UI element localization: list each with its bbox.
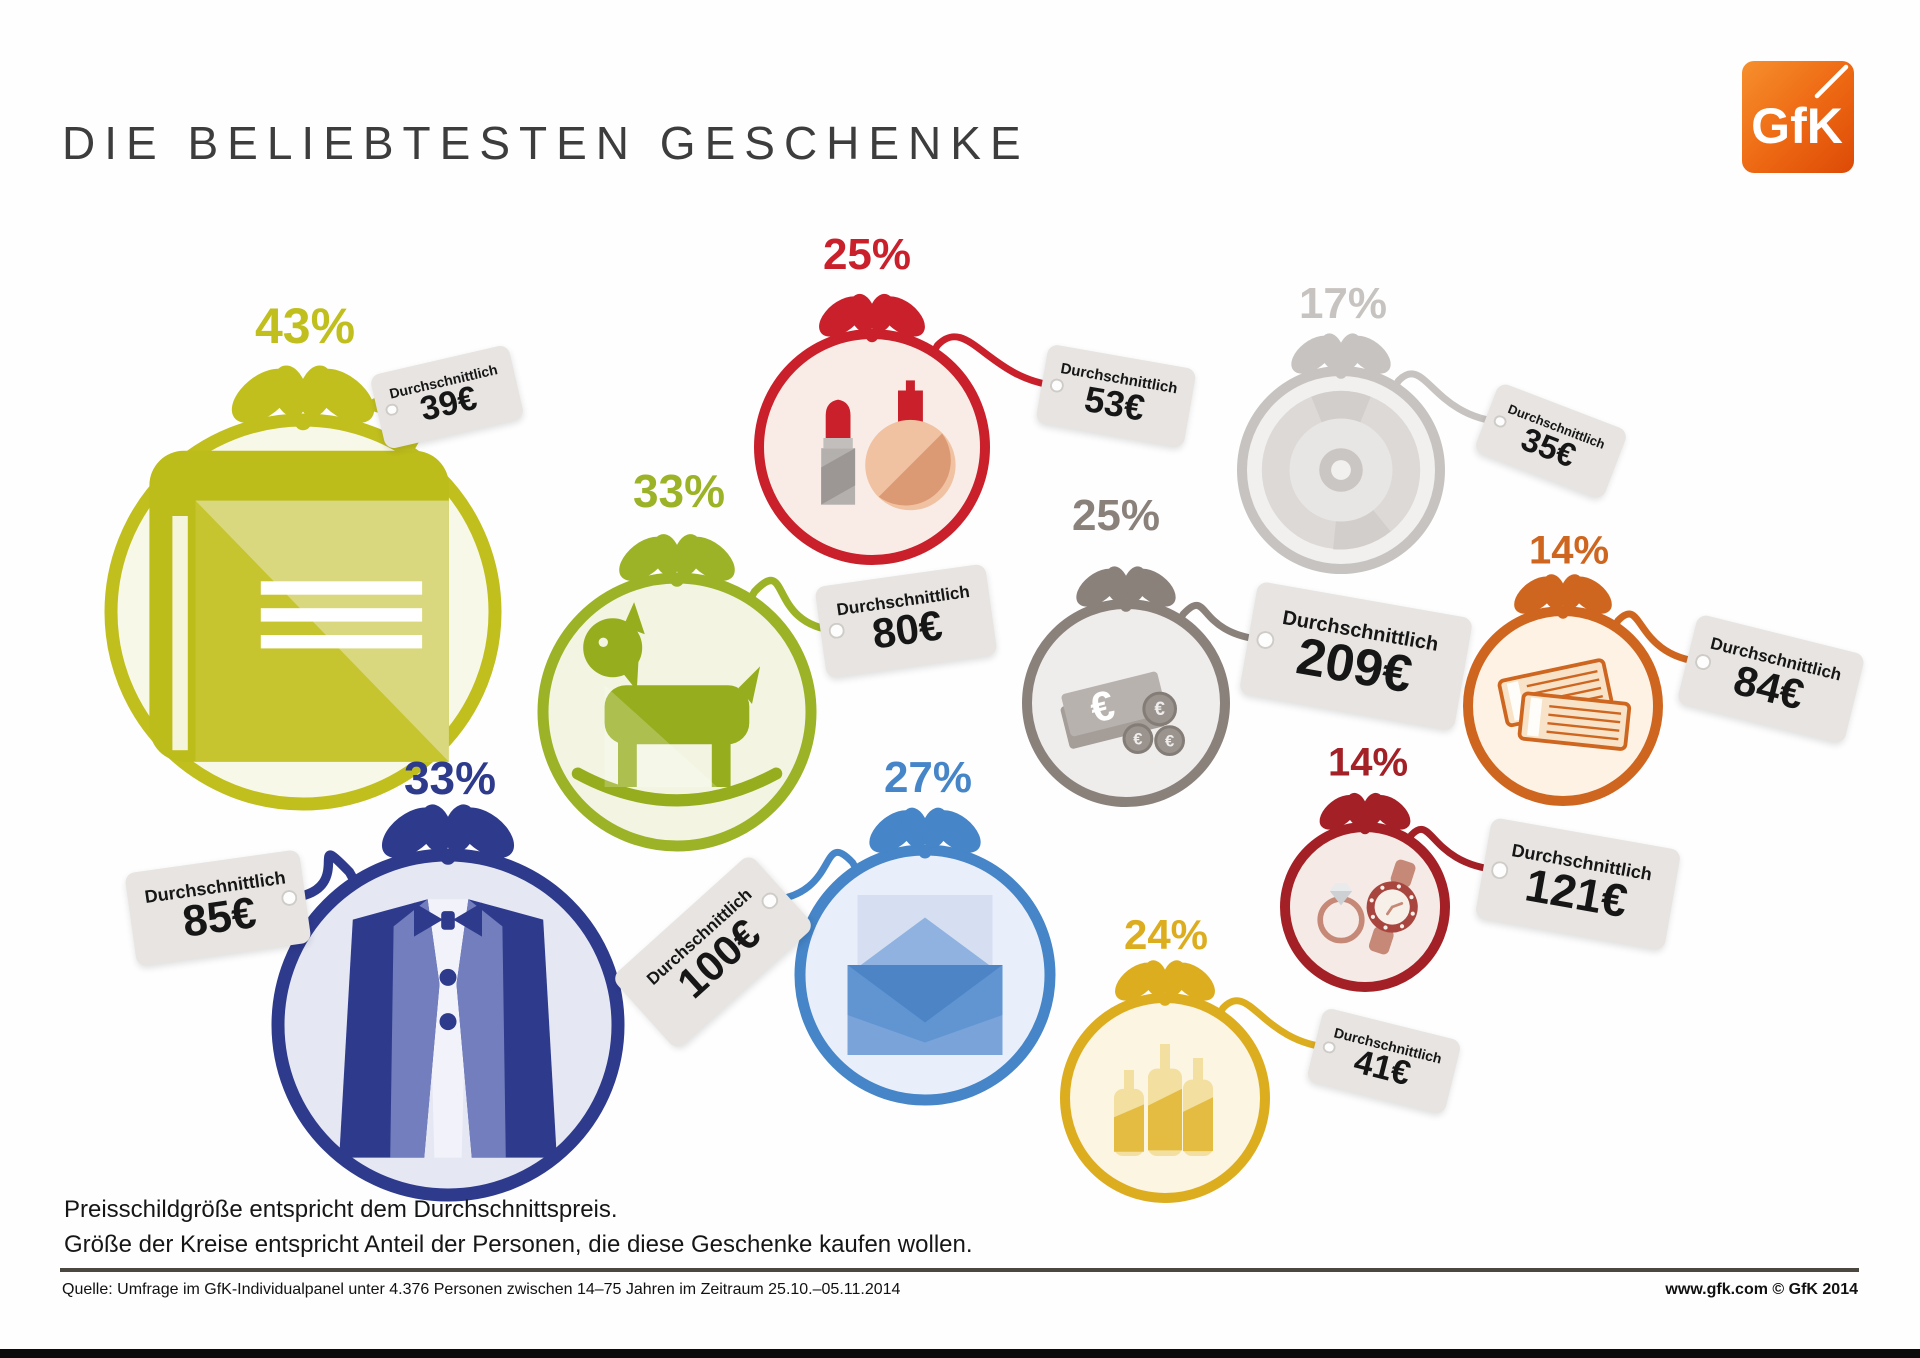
bottom-edge-bar [0, 1349, 1920, 1358]
gfk-logo: GfK [1741, 60, 1855, 174]
tag-hole [280, 888, 299, 907]
bow-icon [1115, 960, 1215, 1006]
source-text: Quelle: Umfrage im GfK-Individualpanel u… [62, 1281, 901, 1298]
ornament-wine [1060, 960, 1335, 1203]
page-title: DIE BELIEBTESTEN GESCHENKE [62, 117, 1030, 169]
ornament-toys [537, 534, 841, 852]
tag-hole [1321, 1039, 1337, 1056]
money-icon: € € € € [1060, 671, 1185, 756]
ornament-money: € € € € [1022, 566, 1268, 807]
tag-hole [1491, 413, 1509, 430]
footnote-line2: Größe der Kreise entspricht Anteil der P… [64, 1231, 973, 1258]
rocking-horse-icon [571, 602, 783, 807]
tag-hole [758, 888, 782, 913]
bow-icon [381, 804, 515, 865]
tag-hole [1489, 860, 1510, 881]
tag-hole [1693, 652, 1713, 672]
percent-label-jewelry: 14% [1327, 740, 1409, 785]
tag-price: 85€ [179, 887, 260, 947]
cd-icon [1261, 390, 1421, 550]
cosmetics-icon [821, 380, 956, 511]
tag-hole [1048, 377, 1065, 394]
percent-label-cosmetics: 25% [822, 230, 912, 279]
book-icon [149, 450, 449, 762]
ornament-voucher [766, 807, 1056, 1106]
suit-icon [339, 899, 557, 1158]
bow-icon [1076, 566, 1176, 612]
bow-icon [1291, 333, 1391, 379]
tag-price: 53€ [1081, 377, 1148, 429]
bow-icon [869, 807, 981, 859]
ornament-books [104, 365, 502, 811]
divider-line [60, 1268, 1859, 1272]
bow-icon [819, 293, 925, 343]
tag-hole [1254, 629, 1276, 651]
tag-price: 39€ [416, 379, 481, 429]
tag-price: 80€ [869, 601, 946, 658]
logo-slash [1814, 64, 1849, 99]
percent-label-wine: 24% [1123, 911, 1209, 958]
bow-icon [1514, 574, 1612, 619]
logo-text: GfK [1751, 98, 1843, 154]
percent-label-voucher: 27% [883, 753, 973, 802]
bow-icon [619, 534, 735, 587]
ornament-tickets [1463, 574, 1707, 806]
percent-label-cd: 17% [1298, 279, 1388, 328]
footer-right-text: www.gfk.com © GfK 2014 [1665, 1281, 1858, 1298]
footnote-line1: Preisschildgröße entspricht dem Durchsch… [64, 1196, 618, 1223]
envelope-icon [847, 895, 1003, 1055]
ornament-ring [1280, 822, 1450, 992]
percent-label-money: 25% [1071, 491, 1161, 540]
wine-bottles-icon [1114, 1044, 1213, 1156]
percent-label-tickets: 14% [1528, 528, 1610, 573]
svg-text:€: € [1165, 732, 1174, 751]
ornament-cd [1237, 333, 1505, 574]
svg-text:€: € [1154, 699, 1165, 720]
tag-hole [827, 621, 846, 640]
svg-text:€: € [1133, 730, 1142, 749]
percent-label-toys: 33% [632, 465, 726, 517]
ornament-clothing [271, 804, 625, 1202]
percent-label-clothing: 33% [403, 752, 497, 804]
jewelry-watch-icon [1317, 859, 1418, 955]
percent-label-books: 43% [254, 298, 356, 354]
tag-hole [384, 401, 400, 418]
bow-icon [1319, 792, 1411, 835]
tickets-icon [1497, 658, 1632, 751]
ornament-jewelry [1280, 792, 1503, 992]
ornament-cosmetics [754, 293, 1062, 565]
bow-icon [231, 365, 375, 431]
